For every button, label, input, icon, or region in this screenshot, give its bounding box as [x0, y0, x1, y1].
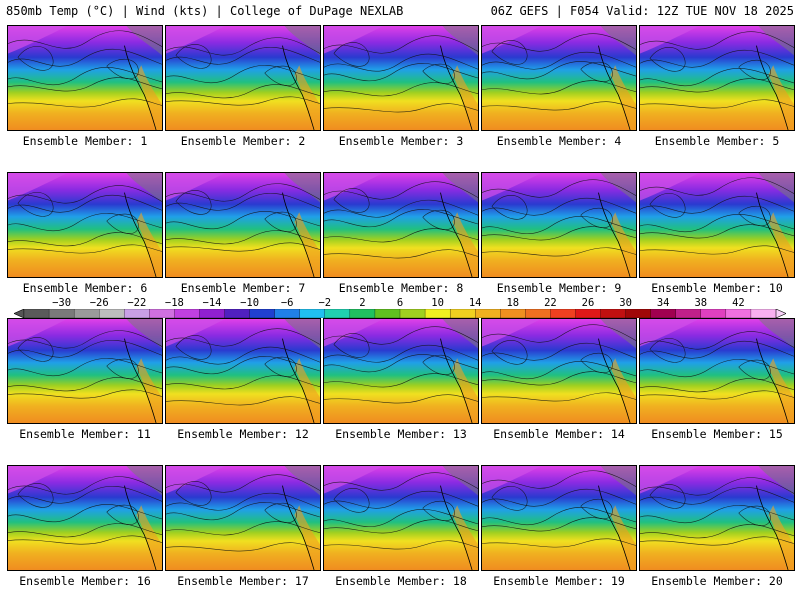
ensemble-member-label: Ensemble Member: 20 [651, 574, 783, 588]
colorbar-tick-label: 30 [619, 297, 632, 309]
colorbar-tick-label: 42 [732, 297, 745, 309]
ensemble-member-label: Ensemble Member: 16 [19, 574, 151, 588]
ensemble-member-label: Ensemble Member: 19 [493, 574, 625, 588]
colorbar-tick-label: −22 [127, 297, 147, 309]
ensemble-member-label: Ensemble Member: 11 [19, 427, 151, 441]
colorbar-tick-label: −18 [164, 297, 184, 309]
ensemble-member-label: Ensemble Member: 5 [654, 134, 780, 148]
colorbar-tick-label: −2 [318, 297, 332, 309]
ensemble-map-panel [481, 172, 637, 278]
ensemble-map-panel [7, 318, 163, 424]
ensemble-member-label: Ensemble Member: 8 [338, 281, 464, 295]
ensemble-member-label: Ensemble Member: 14 [493, 427, 625, 441]
ensemble-map-panel [481, 25, 637, 131]
ensemble-map-panel [165, 25, 321, 131]
ensemble-map-panel [639, 25, 795, 131]
colorbar-tick-label: 22 [544, 297, 557, 309]
colorbar-tick-label: 38 [694, 297, 708, 309]
ensemble-map-panel [323, 172, 479, 278]
ensemble-map-panel [7, 465, 163, 571]
header-title-left: 850mb Temp (°C) | Wind (kts) | College o… [6, 4, 404, 18]
colorbar-tick-label: 34 [656, 297, 670, 309]
ensemble-map-panel [323, 465, 479, 571]
colorbar-tick-label: −14 [202, 297, 222, 309]
colorbar-tick-label: 10 [431, 297, 444, 309]
colorbar-tick-label: −10 [240, 297, 260, 309]
ensemble-member-label: Ensemble Member: 9 [496, 281, 622, 295]
ensemble-member-label: Ensemble Member: 6 [22, 281, 148, 295]
ensemble-map-panel [7, 25, 163, 131]
ensemble-map-panel [7, 172, 163, 278]
ensemble-map-panel [165, 465, 321, 571]
ensemble-map-panel [481, 465, 637, 571]
temperature-colorbar [14, 309, 786, 318]
colorbar-tick-label: 26 [581, 297, 595, 309]
ensemble-member-label: Ensemble Member: 2 [180, 134, 306, 148]
ensemble-map-panel [481, 318, 637, 424]
header-title-right: 06Z GEFS | F054 Valid: 12Z TUE NOV 18 20… [490, 4, 794, 18]
colorbar-tick-label: 2 [359, 297, 366, 309]
ensemble-map-panel [323, 25, 479, 131]
colorbar-tick-label: 6 [396, 297, 404, 309]
ensemble-member-label: Ensemble Member: 4 [496, 134, 622, 148]
ensemble-member-label: Ensemble Member: 1 [22, 134, 148, 148]
colorbar-tick-label: 18 [506, 297, 520, 309]
colorbar-tick-label: −26 [89, 297, 109, 309]
ensemble-member-label: Ensemble Member: 15 [651, 427, 783, 441]
colorbar-tick-label: 14 [468, 297, 482, 309]
colorbar-tick-label: −6 [280, 297, 294, 309]
ensemble-map-panel [165, 318, 321, 424]
ensemble-map-panel [639, 318, 795, 424]
ensemble-member-label: Ensemble Member: 18 [335, 574, 467, 588]
ensemble-map-panel [639, 465, 795, 571]
ensemble-member-label: Ensemble Member: 10 [651, 281, 783, 295]
ensemble-member-label: Ensemble Member: 7 [180, 281, 306, 295]
ensemble-member-label: Ensemble Member: 12 [177, 427, 309, 441]
ensemble-member-label: Ensemble Member: 13 [335, 427, 467, 441]
ensemble-map-panel [323, 318, 479, 424]
ensemble-member-label: Ensemble Member: 3 [338, 134, 464, 148]
ensemble-member-label: Ensemble Member: 17 [177, 574, 309, 588]
ensemble-map-panel [165, 172, 321, 278]
ensemble-map-panel [639, 172, 795, 278]
colorbar-tick-label: −30 [52, 297, 72, 309]
